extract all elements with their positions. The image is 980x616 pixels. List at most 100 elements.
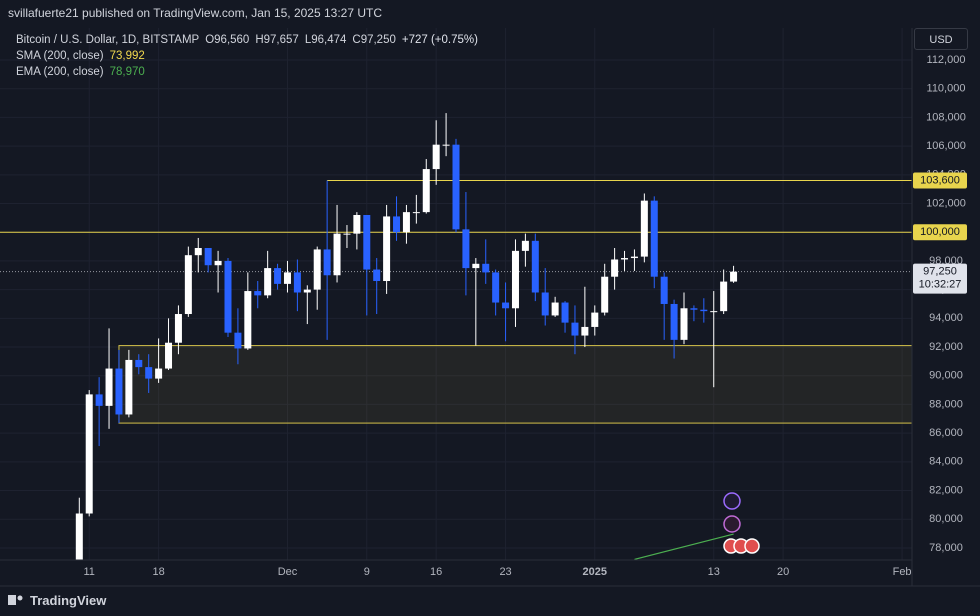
candle-body xyxy=(521,240,529,251)
candle-body xyxy=(472,263,480,269)
event-icons xyxy=(723,492,760,554)
candle-body xyxy=(591,312,599,327)
y-tick-label: 88,000 xyxy=(929,398,963,410)
x-tick-label: 9 xyxy=(364,566,370,578)
candle-body xyxy=(531,240,539,293)
candle-body xyxy=(452,144,460,230)
y-tick-label: 92,000 xyxy=(929,341,963,353)
candle-body xyxy=(145,367,153,379)
ohlc-value: L96,474 xyxy=(304,34,347,46)
candle-body xyxy=(165,342,173,369)
candle-body xyxy=(680,308,688,340)
last-price-label: 97,250 xyxy=(923,266,957,278)
indicator-row: SMA (200, close) 73,992 xyxy=(16,48,484,64)
candle-body xyxy=(511,250,519,309)
level-label-bg xyxy=(913,224,967,241)
candle-body xyxy=(561,302,569,323)
brand-logo xyxy=(8,595,23,605)
symbol: Bitcoin / U.S. Dollar, 1D, BITSTAMP xyxy=(16,34,200,46)
ohlc-value: C97,250 xyxy=(352,34,396,46)
candle-body xyxy=(402,212,410,233)
range-zone xyxy=(118,345,912,424)
candle-body xyxy=(293,272,301,293)
candle-body xyxy=(244,291,252,349)
candle-body xyxy=(611,259,619,277)
candle-body xyxy=(730,271,738,282)
candle-body xyxy=(303,289,311,293)
candle-body xyxy=(264,268,272,296)
candle-body xyxy=(581,326,589,336)
candle-body xyxy=(75,513,83,560)
x-tick-label: 11 xyxy=(84,566,95,578)
candle-body xyxy=(184,255,192,315)
indicator-row: EMA (200, close) 78,970 xyxy=(16,64,484,80)
y-tick-label: 90,000 xyxy=(929,370,963,382)
candle-body xyxy=(85,394,93,514)
candle-body xyxy=(442,144,450,146)
candle-body xyxy=(541,292,549,316)
y-tick-label: 106,000 xyxy=(926,140,966,152)
brand: TradingView xyxy=(30,593,107,608)
last-price-bg xyxy=(913,263,967,294)
candle-body xyxy=(135,359,143,368)
publisher-line: svillafuerte21 published on TradingView.… xyxy=(8,6,383,20)
candle-body xyxy=(383,216,391,282)
candle-body xyxy=(155,368,163,379)
candle-body xyxy=(630,256,638,259)
candle-body xyxy=(640,200,648,257)
candle-body xyxy=(571,322,579,336)
indicator-line xyxy=(634,533,734,560)
candle-body xyxy=(700,309,708,312)
level-label: 100,000 xyxy=(920,226,960,238)
candle-body xyxy=(174,314,182,343)
y-tick-label: 94,000 xyxy=(929,312,963,324)
x-tick-label: 20 xyxy=(777,566,789,578)
currency-button[interactable]: USD xyxy=(914,28,968,50)
candle-body xyxy=(224,260,232,333)
candle-body xyxy=(621,258,629,260)
x-tick-label: 23 xyxy=(499,566,511,578)
y-tick-label: 80,000 xyxy=(929,513,963,525)
candle-body xyxy=(690,308,698,310)
candle-body xyxy=(95,394,103,406)
candle-body xyxy=(660,276,668,304)
indicator-name: EMA (200, close) xyxy=(16,66,104,78)
level-label-bg xyxy=(913,172,967,189)
candle-body xyxy=(482,263,490,273)
ohlc-value: +727 (+0.75%) xyxy=(401,34,478,46)
candle-body xyxy=(373,269,381,282)
candle-body xyxy=(313,249,321,290)
symbol-row: Bitcoin / U.S. Dollar, 1D, BITSTAMP O96,5… xyxy=(16,32,484,48)
y-tick-label: 86,000 xyxy=(929,427,963,439)
candle-body xyxy=(432,144,440,170)
candle-body xyxy=(363,214,371,270)
candle-body xyxy=(462,229,470,269)
candle-body xyxy=(234,332,242,349)
candle-body xyxy=(422,169,430,213)
candle-body xyxy=(393,216,401,233)
indicator-rows: SMA (200, close) 73,992 EMA (200, close) 78… xyxy=(16,48,484,80)
indicator-name: SMA (200, close) xyxy=(16,50,104,62)
indicator-value: 78,970 xyxy=(109,66,145,78)
candle-body xyxy=(601,276,609,313)
y-tick-label: 82,000 xyxy=(929,484,963,496)
y-tick-label: 78,000 xyxy=(929,542,963,554)
x-tick-label: 18 xyxy=(152,566,164,578)
x-tick-label: Feb xyxy=(893,566,912,578)
candle-body xyxy=(720,281,728,312)
candle-body xyxy=(710,311,718,313)
x-tick-label: Dec xyxy=(278,566,298,578)
candle-body xyxy=(650,200,658,277)
candle-body xyxy=(115,368,123,415)
candle-body xyxy=(492,272,500,303)
y-tick-label: 110,000 xyxy=(927,83,966,95)
candle-body xyxy=(105,368,113,406)
candle-body xyxy=(353,214,361,234)
candle-body xyxy=(274,268,282,284)
candle-body xyxy=(194,248,202,256)
candle-body xyxy=(502,302,510,309)
indicator-value: 73,992 xyxy=(109,50,145,62)
ohlc-value: H97,657 xyxy=(255,34,299,46)
candle-body xyxy=(343,233,351,235)
